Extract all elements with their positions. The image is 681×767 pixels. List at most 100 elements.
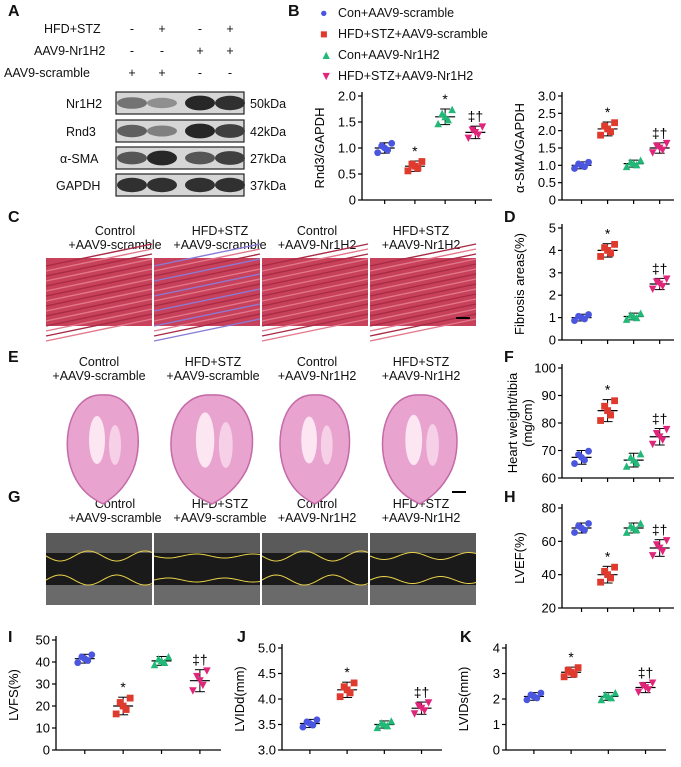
data-point — [622, 462, 631, 470]
panel-label-j: J — [237, 629, 246, 646]
chart-fibrosis: 0 1 2 3 4 5 Fibrosis areas(%) * ‡† — [512, 221, 674, 348]
muscle-fiber — [45, 258, 153, 282]
muscle-fiber — [153, 318, 261, 342]
data-point — [658, 547, 667, 556]
muscle-fiber — [261, 248, 369, 272]
y-tick-label: 1.0 — [338, 141, 356, 156]
data-point — [648, 285, 657, 294]
y-tick-label: 30 — [36, 677, 50, 692]
y-axis-label: α-SMA/GAPDH — [512, 103, 527, 193]
y-tick-label: 90 — [542, 388, 556, 403]
blot-sign: - — [197, 66, 203, 80]
echo-wall — [262, 533, 368, 553]
echo-trace — [369, 575, 477, 584]
data-point — [632, 160, 641, 169]
y-tick-label: 0 — [549, 193, 556, 208]
blot-kda-label: 42kDa — [250, 125, 287, 139]
muscle-fiber — [369, 288, 477, 312]
ventricle-cavity — [195, 412, 215, 468]
y-tick-label: 3.0 — [538, 89, 556, 104]
data-point — [464, 134, 473, 143]
y-tick-label: 2 — [493, 692, 500, 707]
blot-band — [117, 124, 147, 138]
panel-label-k: K — [460, 629, 472, 646]
muscle-fiber — [369, 298, 477, 322]
data-point — [387, 717, 396, 725]
data-point — [632, 526, 641, 534]
data-point — [448, 105, 456, 114]
legend-marker: ● — [320, 6, 328, 20]
significance-mark: * — [120, 679, 126, 695]
data-point — [336, 693, 344, 701]
data-point — [601, 402, 608, 410]
panel-label-d: D — [504, 209, 516, 226]
y-axis-label: LVIDs(mm) — [456, 667, 471, 732]
muscle-fiber — [153, 303, 261, 327]
data-point — [444, 115, 452, 124]
data-point — [652, 142, 661, 150]
muscle-fiber — [153, 258, 261, 282]
muscle-fiber — [261, 293, 369, 317]
echo-trace — [45, 550, 153, 562]
group-label: HFD+STZ+AAV9-Nr1H2 — [381, 224, 461, 252]
y-tick-label: 1.5 — [538, 141, 556, 156]
panel-label-a: A — [8, 3, 20, 20]
blot-band — [185, 151, 215, 165]
data-point — [474, 131, 483, 139]
data-point — [648, 552, 657, 560]
data-point — [126, 694, 134, 702]
data-point — [74, 659, 82, 667]
data-point — [571, 165, 578, 172]
data-point — [632, 458, 641, 467]
blot-band — [185, 123, 215, 139]
muscle-fiber — [261, 253, 369, 277]
data-point — [636, 449, 645, 458]
y-tick-label: 4 — [549, 243, 556, 258]
panel-label-i: I — [8, 629, 13, 646]
blot-kda-label: 37kDa — [250, 179, 287, 193]
data-point — [662, 537, 671, 545]
blot-band — [117, 97, 147, 109]
data-point — [560, 673, 568, 681]
ventricle-cavity — [301, 416, 317, 464]
muscle-fiber — [45, 308, 153, 332]
muscle-fiber — [45, 283, 153, 307]
y-tick-label: 0 — [349, 193, 356, 208]
y-tick-label: 40 — [36, 655, 50, 670]
y-tick-label: 3.0 — [258, 743, 276, 758]
blot-band — [117, 151, 147, 165]
y-tick-label: 2.5 — [538, 106, 556, 121]
muscle-fiber — [369, 303, 477, 327]
data-point — [299, 723, 307, 731]
group-label: Control +AAV9-scramble — [52, 355, 146, 383]
y-tick-label: 0 — [43, 743, 50, 758]
data-point — [478, 123, 487, 131]
blot-row-label: HFD+STZ — [44, 22, 101, 36]
data-point — [641, 684, 650, 692]
data-point — [658, 282, 667, 291]
echo-trace — [153, 577, 261, 583]
blot-band — [147, 97, 177, 109]
data-point — [607, 249, 614, 257]
echo-wall — [370, 585, 476, 605]
echo-wall — [154, 585, 260, 605]
data-point — [632, 313, 641, 322]
muscle-fiber — [45, 248, 153, 272]
y-tick-label: 5.0 — [258, 641, 276, 656]
data-point — [196, 677, 204, 685]
data-point — [122, 706, 130, 713]
y-tick-label: 1.5 — [338, 115, 356, 130]
data-point — [662, 425, 671, 434]
ventricle-cavity — [89, 416, 105, 464]
data-point — [420, 707, 429, 715]
y-tick-label: 20 — [542, 601, 556, 616]
y-tick-label: 0.5 — [338, 167, 356, 182]
echo-trace — [261, 574, 369, 586]
muscle-fiber — [153, 278, 261, 302]
echo-wall — [46, 533, 152, 553]
blot-kda-label: 50kDa — [250, 97, 287, 111]
data-point — [611, 689, 620, 697]
data-point — [581, 526, 588, 534]
muscle-fiber — [45, 298, 153, 322]
